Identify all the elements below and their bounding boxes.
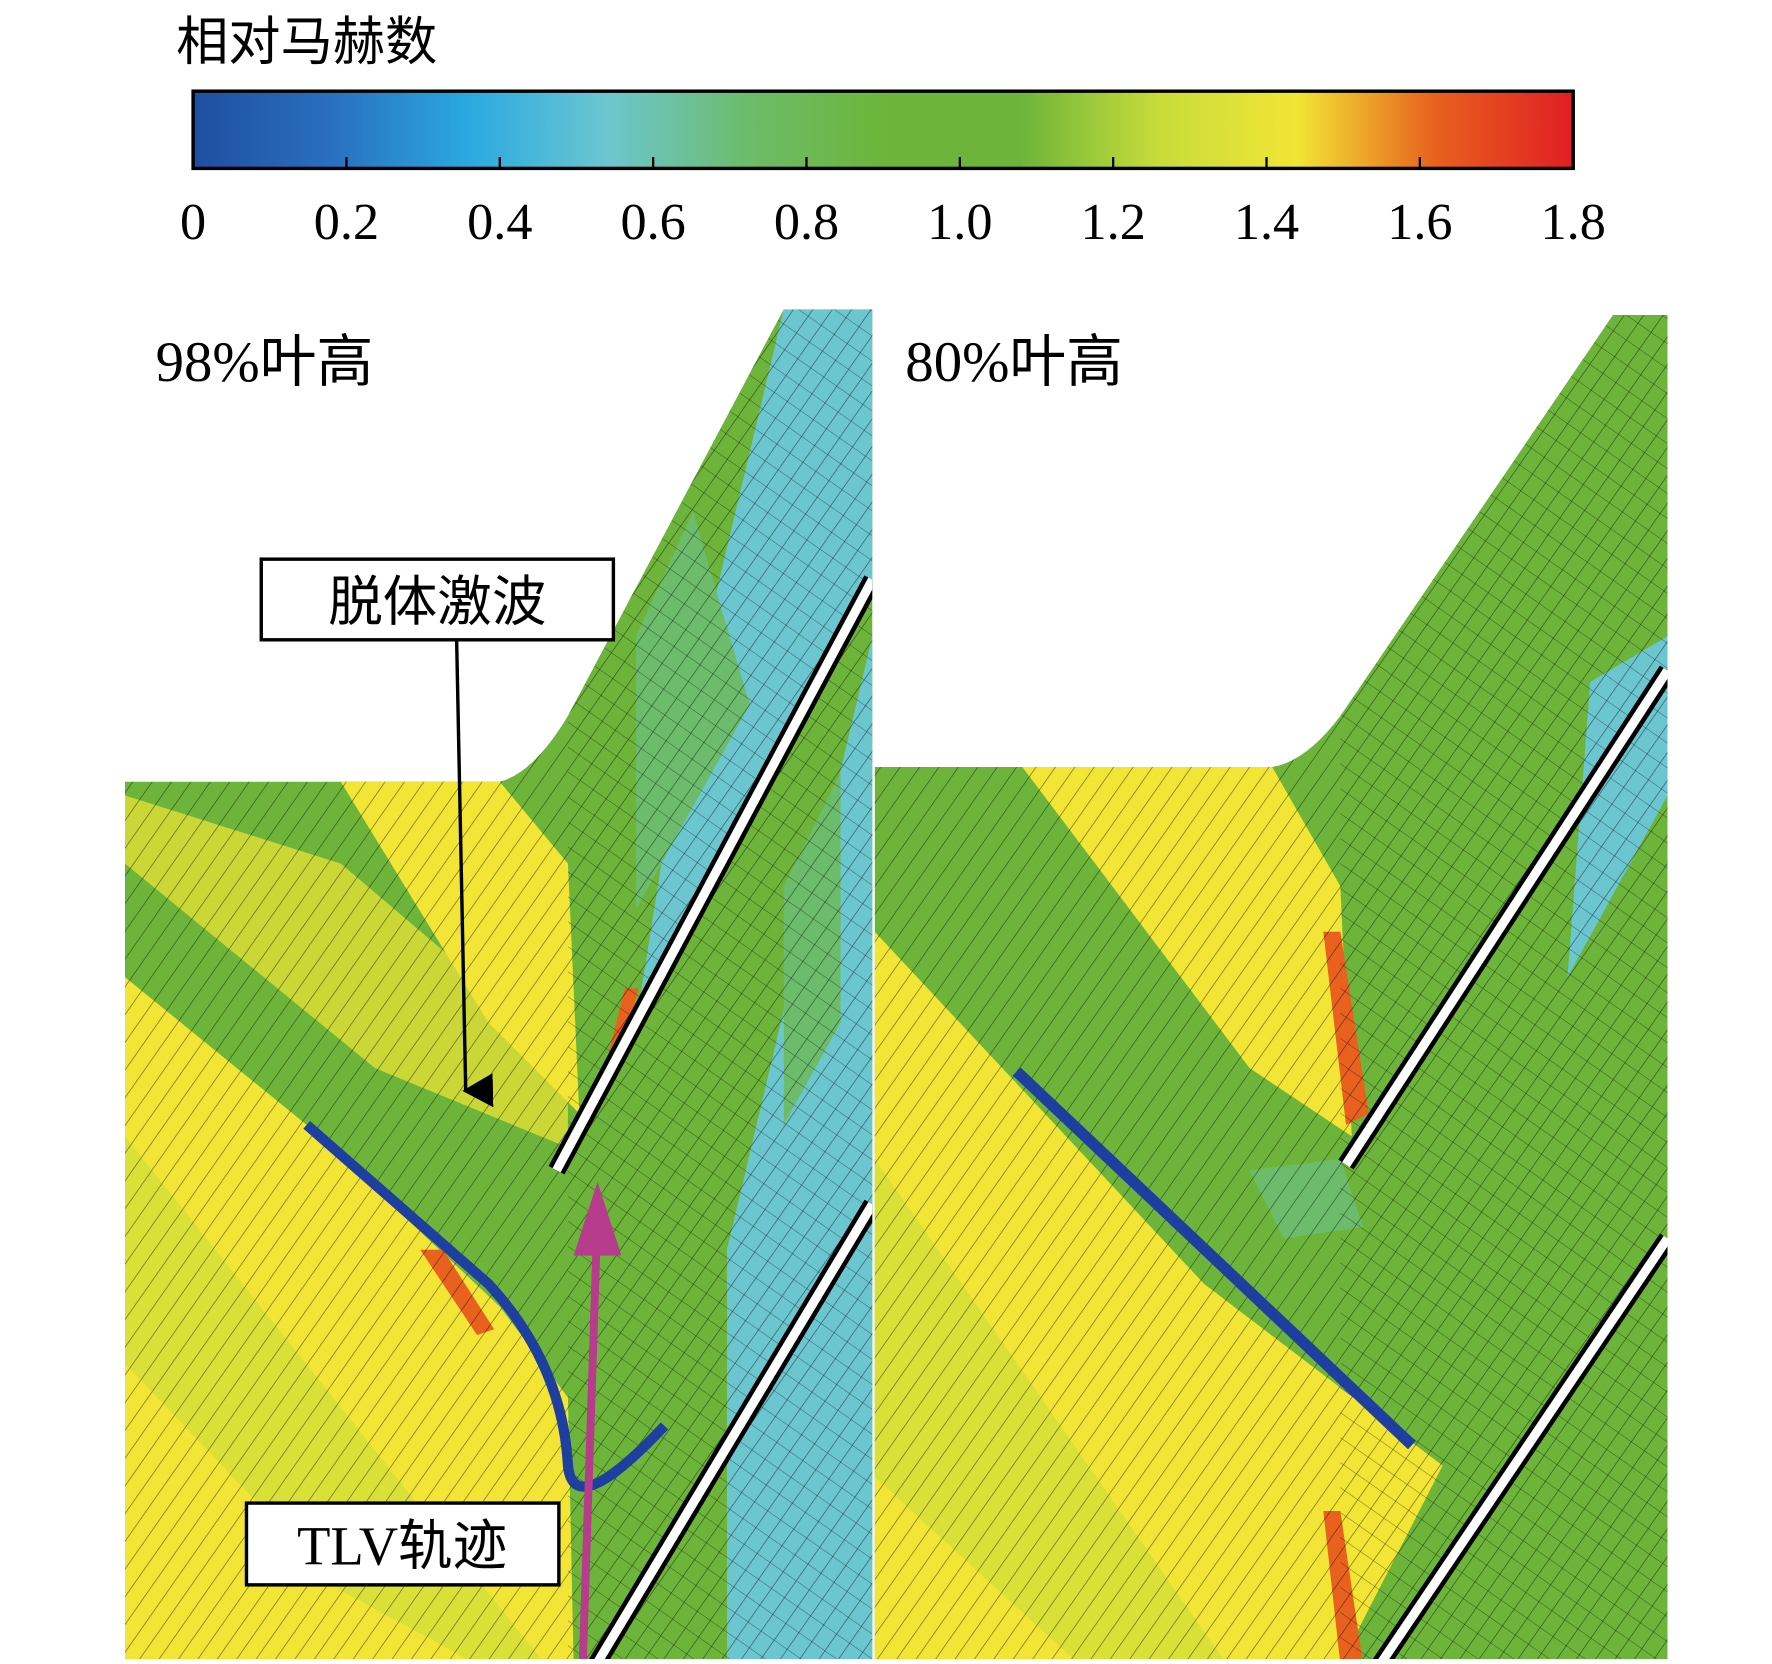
colorbar-tick-label: 1.4 [1234, 193, 1299, 251]
colorbar-tick-label: 0.6 [620, 193, 685, 251]
annotation-box [244, 1501, 561, 1587]
colorbar-tick-label: 1.0 [927, 193, 992, 251]
arrow [454, 639, 494, 1108]
colorbar [191, 89, 1575, 171]
annotation-box [259, 557, 616, 642]
panel-label: 80%叶高 [905, 331, 1123, 394]
colorbar-tick-label: 1.8 [1541, 193, 1606, 251]
colorbar-tick-label: 0.2 [314, 193, 379, 251]
colorbar-tick-label: 1.2 [1081, 193, 1146, 251]
annotation: 脱体激波 [328, 571, 546, 632]
colorbar-tick-label: 1.6 [1387, 193, 1452, 251]
colorbar-tick-label: 0.8 [774, 193, 839, 251]
tlv-trajectory [1012, 1067, 1416, 1450]
arrow [578, 1249, 601, 1664]
contour-98 [124, 309, 873, 1664]
panel-label: 98%叶高 [156, 331, 374, 394]
contour-80 [874, 314, 1668, 1664]
colorbar-title: 相对马赫数 [176, 13, 437, 71]
colorbar-tick-label: 0 [180, 193, 206, 251]
colorbar-tick-label: 0.4 [467, 193, 532, 251]
arrow-head [573, 1181, 622, 1256]
tlv-trajectory [303, 1120, 669, 1492]
annotation: TLV轨迹 [297, 1515, 507, 1576]
colorbar-ticks: 0 0.2 0.4 0.6 0.8 1.0 1.2 1.4 1.6 1.8 [180, 157, 1606, 251]
